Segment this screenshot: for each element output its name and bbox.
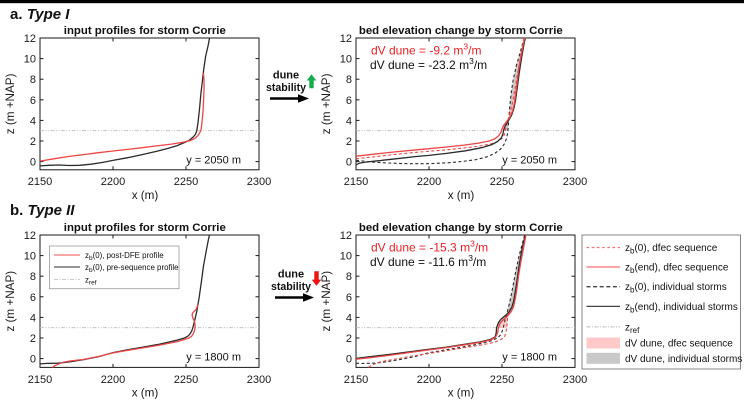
svg-text:stability: stability: [271, 281, 311, 293]
svg-text:6: 6: [346, 292, 352, 304]
svg-text:z (m +NAP): z (m +NAP): [320, 271, 333, 332]
svg-text:z (m +NAP): z (m +NAP): [320, 73, 333, 134]
svg-text:2: 2: [30, 333, 36, 345]
svg-text:0: 0: [30, 354, 36, 366]
svg-text:z (m +NAP): z (m +NAP): [4, 271, 17, 332]
svg-text:8: 8: [30, 74, 36, 86]
svg-text:2200: 2200: [101, 176, 125, 188]
svg-text:2: 2: [346, 136, 352, 148]
svg-text:4: 4: [30, 115, 36, 127]
svg-text:2150: 2150: [28, 176, 52, 188]
svg-text:4: 4: [30, 312, 36, 324]
svg-text:zref: zref: [85, 276, 97, 287]
svg-text:12: 12: [340, 230, 352, 242]
svg-text:2200: 2200: [101, 374, 125, 386]
svg-text:dV dune, dfec sequence: dV dune, dfec sequence: [625, 339, 733, 350]
svg-text:2250: 2250: [490, 374, 514, 386]
svg-text:y = 1800 m: y = 1800 m: [502, 351, 557, 363]
svg-text:2200: 2200: [417, 374, 441, 386]
svg-text:input profiles for storm Corri: input profiles for storm Corrie: [64, 25, 226, 37]
svg-text:zb(0), dfec sequence: zb(0), dfec sequence: [625, 243, 718, 256]
svg-text:10: 10: [340, 251, 352, 263]
svg-text:zb(0), individual storms: zb(0), individual storms: [625, 282, 727, 295]
svg-text:0: 0: [30, 157, 36, 169]
svg-text:dV dune = -15.3 m3/m: dV dune = -15.3 m3/m: [371, 239, 488, 255]
svg-text:0: 0: [346, 354, 352, 366]
svg-text:bed elevation change by storm: bed elevation change by storm Corrie: [359, 25, 563, 37]
svg-text:a. Type I: a. Type I: [10, 6, 70, 23]
svg-text:2300: 2300: [247, 374, 271, 386]
svg-text:x (m): x (m): [448, 189, 475, 202]
svg-text:2150: 2150: [28, 374, 52, 386]
svg-text:2150: 2150: [344, 374, 368, 386]
svg-text:dune: dune: [278, 269, 304, 281]
svg-text:y = 2050 m: y = 2050 m: [502, 154, 557, 166]
svg-text:10: 10: [24, 251, 36, 263]
svg-text:z (m +NAP): z (m +NAP): [4, 73, 17, 134]
svg-text:6: 6: [30, 292, 36, 304]
svg-text:zb(end), dfec sequence: zb(end), dfec sequence: [625, 263, 729, 276]
svg-text:8: 8: [346, 74, 352, 86]
svg-text:2250: 2250: [174, 374, 198, 386]
svg-text:y = 2050 m: y = 2050 m: [186, 154, 241, 166]
svg-text:2300: 2300: [563, 176, 587, 188]
svg-text:2200: 2200: [417, 176, 441, 188]
svg-text:12: 12: [24, 230, 36, 242]
svg-text:zb(end), individual storms: zb(end), individual storms: [625, 302, 738, 315]
svg-text:2: 2: [346, 333, 352, 345]
svg-text:x (m): x (m): [132, 189, 159, 202]
svg-text:12: 12: [24, 33, 36, 45]
svg-text:dV dune = -9.2 m3/m: dV dune = -9.2 m3/m: [371, 42, 481, 58]
svg-text:12: 12: [340, 33, 352, 45]
svg-text:y = 1800 m: y = 1800 m: [186, 351, 241, 363]
svg-text:2250: 2250: [490, 176, 514, 188]
svg-text:2250: 2250: [174, 176, 198, 188]
svg-text:zref: zref: [625, 322, 640, 335]
svg-text:zb(0), pre-sequence profile: zb(0), pre-sequence profile: [85, 263, 179, 274]
svg-text:0: 0: [346, 157, 352, 169]
svg-text:10: 10: [24, 54, 36, 66]
svg-text:dV dune = -23.2 m3/m: dV dune = -23.2 m3/m: [370, 56, 487, 72]
svg-text:4: 4: [346, 312, 352, 324]
svg-text:input profiles for storm Corri: input profiles for storm Corrie: [64, 222, 226, 234]
svg-text:dV dune, individual storms: dV dune, individual storms: [625, 354, 742, 365]
svg-text:2: 2: [30, 136, 36, 148]
svg-text:b. Type II: b. Type II: [10, 202, 75, 219]
svg-text:2300: 2300: [563, 374, 587, 386]
svg-text:x (m): x (m): [448, 386, 475, 399]
svg-text:10: 10: [340, 54, 352, 66]
svg-text:4: 4: [346, 115, 352, 127]
svg-text:zb(0), post-DFE profile: zb(0), post-DFE profile: [85, 251, 164, 262]
svg-text:dune: dune: [273, 70, 299, 82]
svg-text:x (m): x (m): [132, 386, 159, 399]
svg-text:2300: 2300: [247, 176, 271, 188]
svg-text:8: 8: [346, 271, 352, 283]
svg-text:bed elevation change by storm: bed elevation change by storm Corrie: [359, 222, 563, 234]
svg-text:6: 6: [346, 95, 352, 107]
svg-text:6: 6: [30, 95, 36, 107]
svg-text:8: 8: [30, 271, 36, 283]
svg-text:dV dune = -11.6 m3/m: dV dune = -11.6 m3/m: [370, 253, 486, 269]
svg-text:2150: 2150: [344, 176, 368, 188]
svg-text:stability: stability: [266, 82, 306, 94]
